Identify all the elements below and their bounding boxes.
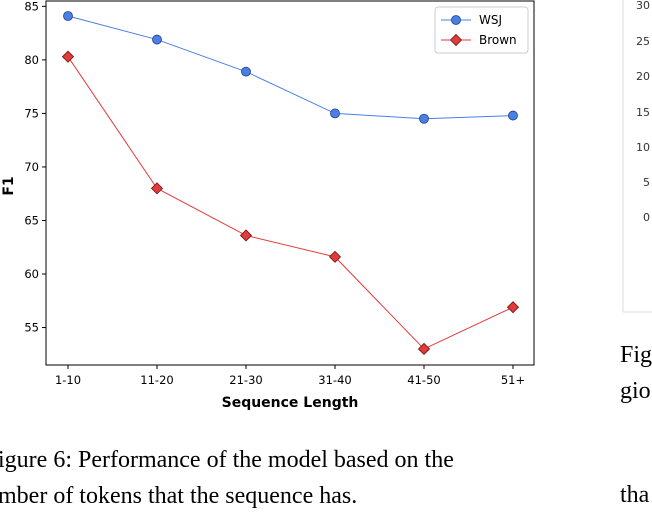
data-point-brown	[506, 301, 520, 314]
right-tick-15: 15	[636, 106, 650, 119]
right-tick-0: 0	[643, 211, 650, 224]
right-tick-30: 30	[636, 0, 650, 12]
right-text-fragment-3: tha	[620, 482, 650, 508]
data-point-brown	[61, 50, 75, 63]
data-point-wsj	[508, 110, 518, 121]
x-tick-label: 21-30	[229, 373, 262, 387]
right-figure-fragment: 30 25 20 15 10 5 0	[622, 0, 652, 313]
y-tick-label: 80	[24, 53, 39, 67]
x-axis-title: Sequence Length	[222, 395, 359, 411]
legend-marker-brown	[449, 33, 463, 47]
x-tick-label: 31-40	[318, 373, 351, 387]
x-tick-label: 41-50	[407, 373, 440, 387]
right-tick-20: 20	[636, 70, 650, 83]
x-axis: 1-10 11-20 21-30 31-40 41-50 51+	[55, 365, 525, 387]
legend-label-brown: Brown	[479, 33, 517, 47]
plot-frame	[45, 0, 535, 366]
figure-caption-line-2: mber of tokens that the sequence has.	[0, 483, 358, 509]
y-tick-label: 65	[24, 213, 39, 227]
data-point-brown	[328, 250, 342, 263]
data-point-wsj	[330, 108, 340, 119]
data-point-brown	[239, 229, 253, 242]
series-line-wsj	[67, 15, 514, 120]
series-layer	[61, 11, 520, 356]
series-line-brown	[67, 56, 514, 350]
data-point-wsj	[63, 11, 73, 21]
data-point-brown	[417, 342, 431, 356]
data-point-wsj	[241, 66, 251, 77]
data-point-brown	[150, 182, 164, 195]
figure-caption-line-1: igure 6: Performance of the model based …	[0, 447, 454, 473]
y-axis: 55 60 65 70 75 80 85	[24, 0, 46, 335]
legend-marker-wsj	[451, 15, 461, 25]
x-tick-label: 11-20	[140, 373, 173, 387]
y-tick-label: 75	[24, 106, 39, 120]
y-tick-label: 55	[24, 321, 39, 335]
legend-label-wsj: WSJ	[479, 13, 502, 27]
data-point-wsj	[419, 113, 429, 124]
x-tick-label: 51+	[501, 373, 525, 387]
right-caption-fragment-1: Fig	[620, 342, 652, 368]
right-tick-10: 10	[636, 141, 650, 154]
y-tick-label: 85	[24, 0, 39, 13]
y-tick-label: 70	[24, 160, 39, 174]
data-point-wsj	[152, 34, 162, 45]
right-tick-25: 25	[636, 35, 650, 48]
legend: WSJ Brown	[434, 6, 529, 54]
y-axis-title: F1	[1, 176, 17, 195]
right-tick-5: 5	[643, 176, 650, 189]
y-tick-label: 60	[24, 267, 39, 281]
right-caption-fragment-2: gio	[620, 378, 651, 404]
x-tick-label: 1-10	[55, 373, 81, 387]
